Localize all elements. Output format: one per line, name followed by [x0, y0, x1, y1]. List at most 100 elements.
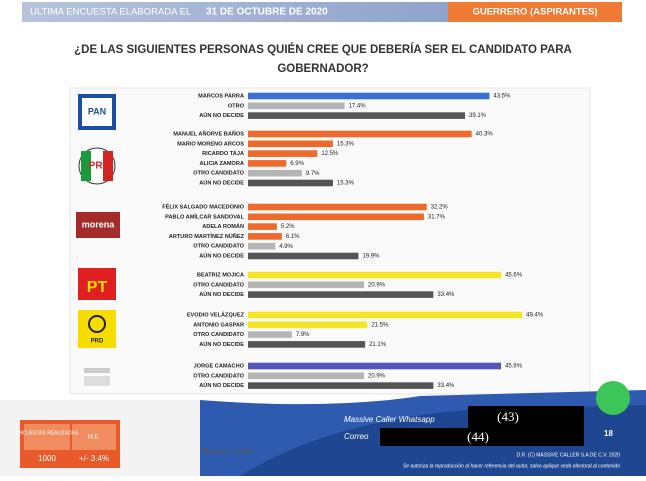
page-number: 18 — [604, 429, 613, 438]
category-label: MARCOS PARRA — [198, 93, 244, 99]
category-label: EVODIO VELÁZQUEZ — [187, 311, 245, 318]
value-label: 15.3% — [337, 141, 355, 147]
category-label: AÚN NO DECIDE — [199, 382, 244, 389]
party-label: PRI — [89, 161, 106, 172]
logo-prd — [88, 315, 106, 333]
bar — [248, 203, 427, 211]
bar — [248, 382, 434, 389]
me: +/- 3.4% — [79, 454, 109, 463]
bar — [248, 233, 282, 240]
logo-blurred — [84, 376, 110, 386]
bar — [248, 321, 368, 329]
bar — [248, 223, 277, 230]
bar — [248, 372, 364, 380]
bar — [248, 281, 364, 289]
category-label: BEATRIZ MOJICA — [197, 272, 244, 278]
stats-cell — [24, 424, 70, 450]
value-label: 39.1% — [469, 113, 487, 119]
logo-pri — [103, 151, 113, 181]
value-label: 33.4% — [437, 383, 455, 389]
category-label: AÚN NO DECIDE — [199, 112, 244, 119]
party-label: PT — [87, 279, 108, 296]
category-label: OTRO CANDIDATO — [193, 373, 244, 379]
bar — [248, 362, 502, 370]
surveys: 1000 — [38, 454, 56, 463]
value-label: 20.9% — [368, 373, 386, 379]
value-label: 4.9% — [279, 244, 293, 250]
value-label: 12.5% — [321, 151, 339, 157]
bar — [248, 242, 276, 250]
value-label: 49.4% — [526, 313, 544, 319]
logo-blurred — [84, 368, 110, 373]
category-label: OTRO CANDIDATO — [193, 332, 244, 338]
category-label: AÚN NO DECIDE — [199, 179, 244, 186]
value-label: 7.9% — [296, 332, 310, 338]
value-label: 43.5% — [493, 94, 511, 100]
me-label: M.E. — [88, 435, 101, 441]
notice: Se autoriza la reproducción al hacer ref… — [403, 463, 620, 469]
value-label: 15.3% — [337, 181, 355, 187]
category-label: AÚN NO DECIDE — [199, 291, 244, 298]
brand: Massive Caller — [202, 447, 255, 456]
bar — [248, 252, 359, 260]
value-label: 6.1% — [286, 234, 300, 240]
bar — [248, 112, 466, 119]
logo-morena — [76, 212, 120, 238]
value-label: 32.2% — [431, 205, 449, 211]
value-label: 33.4% — [437, 292, 455, 298]
bar — [248, 160, 287, 167]
stats-cell — [72, 424, 116, 450]
category-label: MARIO MORENO ARCOS — [177, 141, 244, 147]
value-label: 21.1% — [369, 342, 387, 348]
bar — [248, 271, 502, 279]
value-label: 40.3% — [476, 132, 494, 138]
category-label: AÚN NO DECIDE — [199, 252, 244, 259]
logo-pt — [78, 268, 116, 300]
logo-pan — [82, 98, 112, 126]
category-label: FÉLIX SALGADO MACEDONIO — [162, 202, 244, 210]
value-label: 17.4% — [349, 103, 367, 109]
email: Correo — [344, 432, 369, 441]
value-label: 9.7% — [306, 171, 320, 177]
party-label: PAN — [88, 106, 106, 116]
party-label: PRD — [91, 339, 104, 345]
category-label: ALICIA ZAMORA — [199, 161, 244, 167]
bar — [248, 150, 318, 157]
category-label: OTRO — [228, 103, 245, 109]
bar — [248, 169, 302, 177]
value-label: 20.9% — [368, 282, 386, 288]
category-label: RICARDO TAJA — [202, 151, 244, 157]
phone2: (44) — [467, 429, 489, 444]
category-label: PABLO AMÍLCAR SANDOVAL — [165, 212, 244, 220]
redaction — [380, 428, 584, 446]
category-label: ARTURO MARTÍNEZ NÚÑEZ — [169, 232, 245, 240]
header-badge — [448, 2, 622, 22]
header-left: ULTIMA ENCUESTA ELABORADA EL — [30, 7, 191, 18]
bar — [248, 140, 333, 148]
surveys-label: ENCUESTAS REALIZADAS — [16, 430, 79, 436]
bar — [248, 179, 333, 187]
redaction — [468, 406, 584, 428]
category-label: OTRO CANDIDATO — [193, 244, 244, 250]
bar — [248, 102, 345, 110]
header-date: 31 DE OCTUBRE DE 2020 — [206, 7, 328, 18]
header-right: GUERRERO (ASPIRANTES) — [472, 7, 597, 18]
value-label: 19.9% — [362, 254, 380, 260]
value-label: 5.2% — [281, 224, 295, 230]
chart-title: GOBERNADOR? — [277, 63, 368, 75]
value-label: 31.7% — [428, 214, 446, 220]
value-label: 45.6% — [505, 364, 523, 370]
bar — [248, 213, 424, 221]
bar — [248, 130, 472, 138]
category-label: OTRO CANDIDATO — [193, 171, 244, 177]
category-label: MANUEL AÑORVE BAÑOS — [173, 130, 244, 137]
category-label: ANTONIO GASPAR — [193, 322, 244, 328]
party-label: morena — [82, 219, 116, 229]
bar — [248, 92, 490, 100]
brand-logo — [216, 420, 240, 444]
value-label: 21.5% — [371, 322, 389, 328]
category-label: OTRO CANDIDATO — [193, 282, 244, 288]
logo-pri — [81, 151, 91, 181]
bar — [248, 311, 523, 319]
